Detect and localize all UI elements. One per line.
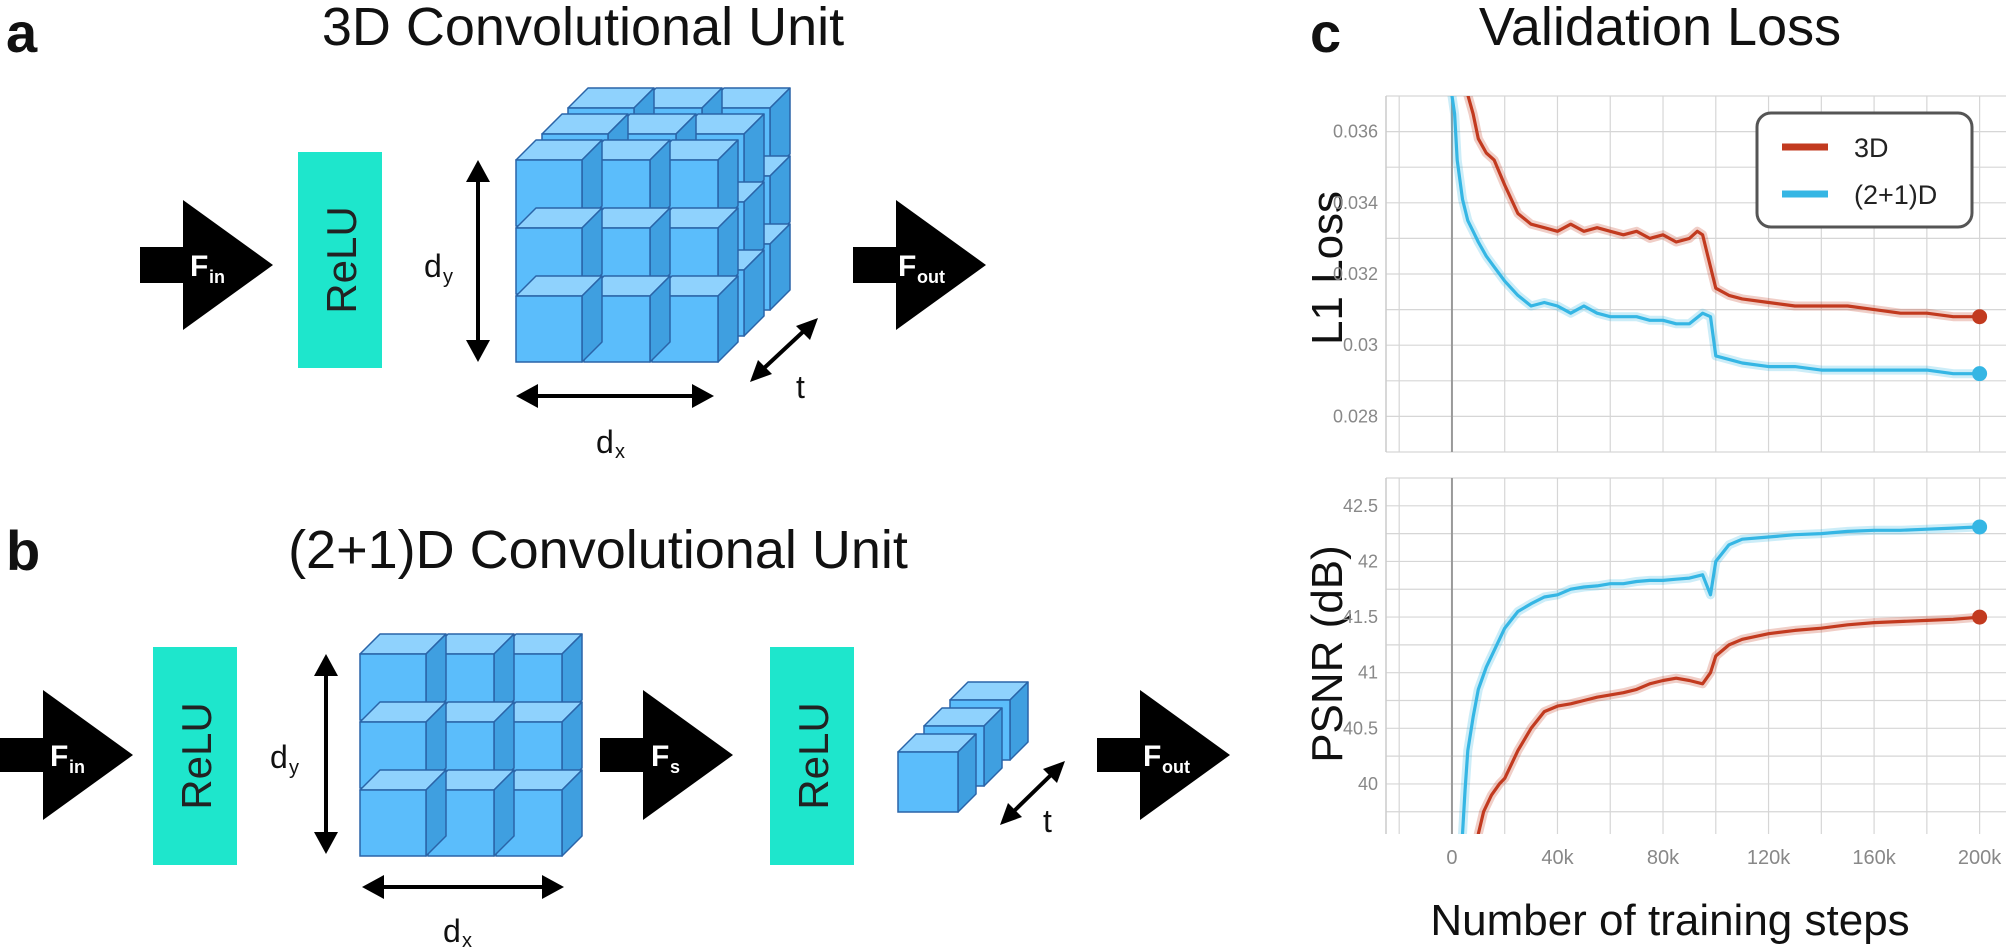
relu-label-b2: ReLU: [790, 702, 837, 809]
y-tick-label: 41: [1358, 663, 1378, 683]
y-tick-label: 0.028: [1333, 406, 1378, 426]
y-tick-label: 0.034: [1333, 193, 1378, 213]
series-clip-group: [1447, 96, 1985, 379]
legend-label-21d: (2+1)D: [1854, 180, 1937, 210]
x-tick-label: 200k: [1958, 847, 2002, 869]
x-tick-label: 40k: [1541, 847, 1574, 869]
dim-label-t-b: t: [1043, 803, 1052, 839]
y-tick-label: 40: [1358, 774, 1378, 794]
series-end-point-3d: [1972, 309, 1988, 325]
panel-a-title: 3D Convolutional Unit: [322, 0, 844, 57]
legend-label-3d: 3D: [1854, 133, 1889, 163]
dim-sub-x-a: x: [615, 441, 625, 463]
dim-label-t-a: t: [796, 369, 805, 405]
cube-cell: [359, 769, 447, 857]
series-clip-group: [1458, 522, 1985, 834]
panel-b-title: (2+1)D Convolutional Unit: [288, 520, 908, 580]
dim-label-dy-b: d: [270, 739, 288, 775]
dim-t-arrow-a: t: [750, 318, 818, 405]
chart-title: Validation Loss: [1479, 0, 1841, 57]
x-tick-label: 160k: [1852, 847, 1896, 869]
panel-letter-a: a: [6, 1, 38, 64]
arrow-sub-s: s: [670, 757, 680, 777]
y-tick-label: 0.036: [1333, 122, 1378, 142]
relu-label-b1: ReLU: [173, 702, 220, 809]
x-tick-label: 80k: [1647, 847, 1680, 869]
x-tick-label: 120k: [1747, 847, 1791, 869]
series-end-point-21d: [1972, 366, 1988, 382]
arrow-label-f-s: F: [651, 740, 669, 773]
chart-legend: 3D (2+1)D: [1755, 111, 1974, 229]
x-tick-label: 0: [1446, 847, 1457, 869]
arrow-sub-in: in: [209, 267, 225, 287]
cube-temporal-kernel: [897, 681, 1029, 813]
series-line-3d: [1476, 615, 1982, 834]
panel-b: b (2+1)D Convolutional Unit F in ReLU d …: [0, 519, 1230, 951]
arrow-label-f-out: F: [898, 250, 916, 283]
output-arrow-a: F out: [853, 200, 986, 330]
dim-label-dx-b: d: [443, 913, 461, 949]
relu-label-a: ReLU: [318, 206, 365, 313]
y-tick-label: 42: [1358, 551, 1378, 571]
panel-a: a 3D Convolutional Unit F in ReLU d y d …: [6, 0, 986, 463]
input-arrow-a: F in: [140, 200, 273, 330]
output-arrow-b: F out: [1097, 690, 1230, 820]
bottom-chart-xlabel: Number of training steps: [1430, 896, 1909, 945]
y-tick-label: 40.5: [1343, 718, 1378, 738]
panel-letter-b: b: [6, 519, 40, 582]
y-tick-label: 0.03: [1343, 335, 1378, 355]
arrow-label-f-b: F: [50, 740, 68, 773]
arrow-label-f: F: [190, 250, 208, 283]
dim-x-arrow-b: d x: [362, 875, 564, 951]
dim-sub-y-b: y: [289, 757, 299, 779]
series-line-21d: [1460, 525, 1982, 834]
cube-spatial-kernel: [359, 633, 583, 857]
arrow-label-f-out-b: F: [1143, 740, 1161, 773]
dim-y-arrow-b: d y: [270, 654, 338, 854]
chart-l1-loss: 0.028 0.03 0.032 0.034 0.036: [1333, 95, 2006, 453]
series-line-3d: [1466, 96, 1982, 319]
series-halo-21d: [1458, 522, 1985, 834]
relu-block-a: ReLU: [298, 152, 382, 368]
input-arrow-b: F in: [0, 690, 133, 820]
dim-x-arrow-a: d x: [516, 384, 714, 463]
dim-label-dy-a: d: [424, 248, 442, 284]
panel-c: c Validation Loss L1 Loss PSNR (dB) Numb…: [1303, 0, 2006, 945]
arrow-sub-out-b: out: [1162, 757, 1190, 777]
top-chart-ylabel: L1 Loss: [1303, 191, 1352, 345]
relu-block-b1: ReLU: [153, 647, 237, 865]
series-halo-3d: [1473, 612, 1985, 834]
dim-t-arrow-b: t: [1000, 761, 1065, 839]
dim-sub-x-b: x: [462, 930, 472, 951]
series-end-point-3d: [1972, 609, 1988, 625]
cube-3d-kernel: [515, 87, 791, 363]
arrow-sub-out: out: [917, 267, 945, 287]
y-tick-label: 41.5: [1343, 607, 1378, 627]
cube-cell: [515, 275, 603, 363]
series-end-point-21d: [1972, 519, 1988, 535]
cube-cell: [897, 733, 977, 813]
bottom-chart-ylabel: PSNR (dB): [1303, 545, 1352, 763]
mid-arrow-b: F s: [600, 690, 733, 820]
dim-sub-y-a: y: [443, 266, 453, 288]
dim-y-arrow-a: d y: [424, 160, 490, 362]
y-tick-label: 0.032: [1333, 264, 1378, 284]
arrow-sub-in-b: in: [69, 757, 85, 777]
chart-psnr: 40 40.5 41 41.5 42 42.5 0 40k 80k 120k 160k 200k: [1343, 477, 2006, 869]
series-line-21d: [1450, 96, 1982, 376]
dim-label-dx-a: d: [596, 424, 614, 460]
panel-letter-c: c: [1310, 1, 1341, 64]
y-tick-label: 42.5: [1343, 496, 1378, 516]
relu-block-b2: ReLU: [770, 647, 854, 865]
